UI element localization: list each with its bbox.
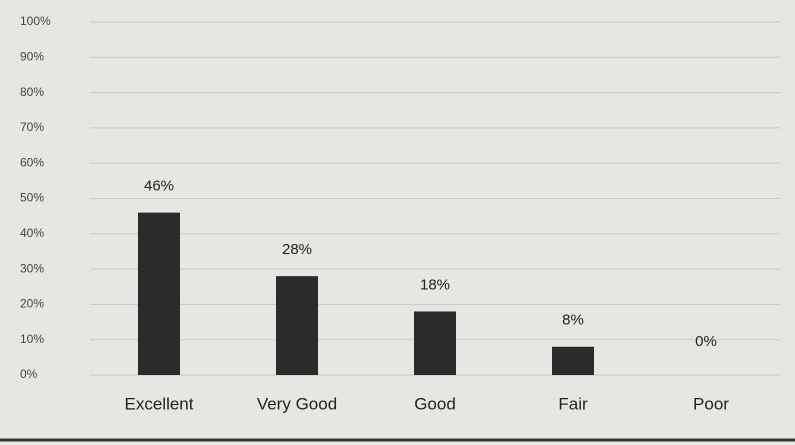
y-tick-label: 90% (20, 49, 44, 63)
y-tick-label: 0% (20, 367, 38, 381)
value-label: 8% (562, 312, 584, 329)
value-label: 18% (420, 276, 450, 293)
value-label: 0% (695, 333, 717, 350)
y-tick-label: 10% (20, 332, 44, 346)
x-tick-label: Poor (693, 394, 729, 413)
x-tick-label: Excellent (125, 394, 194, 413)
y-tick-label: 30% (20, 261, 44, 275)
x-tick-label: Good (414, 394, 456, 413)
y-tick-label: 60% (20, 155, 44, 169)
y-tick-label: 20% (20, 297, 44, 311)
value-label: 46% (144, 178, 174, 195)
bar (276, 276, 318, 375)
bar (552, 346, 594, 375)
x-tick-label: Very Good (257, 394, 337, 413)
y-tick-label: 70% (20, 120, 44, 134)
bar (414, 311, 456, 375)
y-tick-label: 80% (20, 85, 44, 99)
y-tick-label: 40% (20, 226, 44, 240)
y-tick-label: 100% (20, 14, 51, 28)
x-tick-label: Fair (558, 394, 588, 413)
y-tick-label: 50% (20, 191, 44, 205)
value-label: 28% (282, 241, 312, 258)
bar (138, 212, 180, 375)
